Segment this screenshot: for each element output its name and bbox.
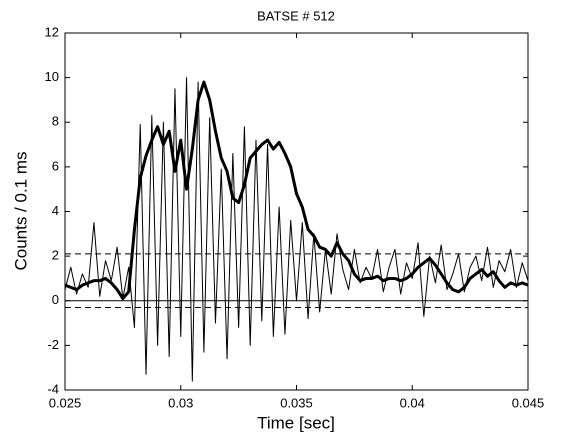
y-tick-label: 12 xyxy=(45,24,59,39)
y-axis-label: Counts / 0.1 ms xyxy=(11,151,30,270)
y-tick-label: -4 xyxy=(47,381,59,396)
y-tick-label: 4 xyxy=(52,203,59,218)
y-tick-label: 2 xyxy=(52,248,59,263)
data-line xyxy=(64,80,529,301)
x-axis-label: Time [sec] xyxy=(257,413,335,432)
y-tick-label: -2 xyxy=(47,337,59,352)
x-tick-label: 0.025 xyxy=(49,395,82,410)
x-tick-label: 0.03 xyxy=(168,395,193,410)
x-tick-label: 0.045 xyxy=(512,395,545,410)
x-tick-label: 0.04 xyxy=(400,395,425,410)
y-tick-label: 0 xyxy=(52,292,59,307)
y-tick-label: 10 xyxy=(45,69,59,84)
data-line xyxy=(64,77,529,382)
y-tick-label: 8 xyxy=(52,114,59,129)
chart-title: BATSE # 512 xyxy=(257,8,335,23)
y-tick-label: 6 xyxy=(52,158,59,173)
x-tick-label: 0.035 xyxy=(280,395,313,410)
